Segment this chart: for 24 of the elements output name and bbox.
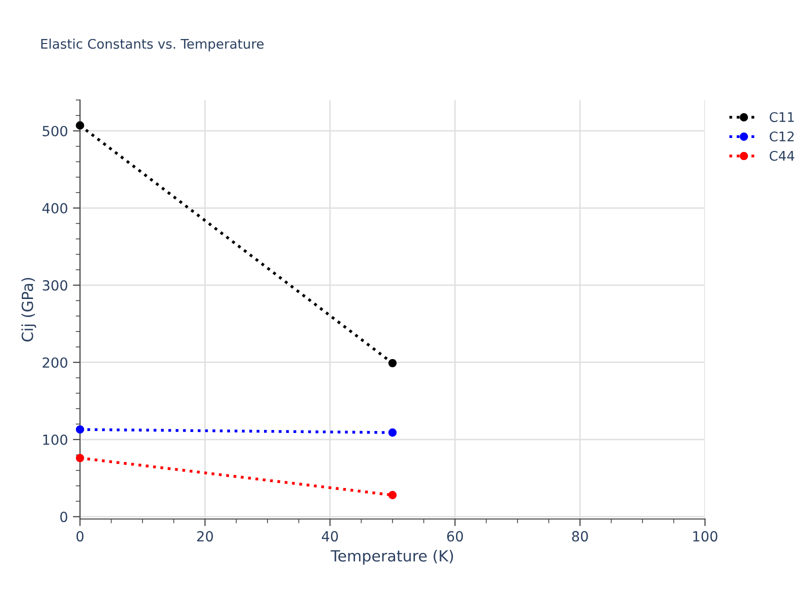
point [76,425,84,434]
x-tick-label: 40 [322,531,338,542]
legend-label: C12 [770,131,794,142]
y-tick-label: 100 [43,434,68,445]
y-axis-title: Cij (GPa) [21,278,36,342]
point [76,121,84,130]
point [388,358,397,368]
point [76,454,84,462]
point [388,490,397,500]
y-tick-label: 200 [42,357,68,368]
y-tick-label: 300 [42,280,68,291]
y-tick-label: 500 [42,126,68,136]
y-tick-label: 0 [60,512,68,522]
legend-label: C11 [770,112,794,122]
x-tick-label: 100 [693,531,718,542]
x-tick-label: 20 [197,531,213,542]
x-tick-label: 80 [572,531,588,542]
legend-label: C44 [770,150,794,161]
x-tick-label: 0 [76,531,84,542]
chart-title: Elastic Constants vs. Temperature [41,38,264,52]
y-tick-label: 400 [42,203,68,214]
x-axis-title: Temperature (K) [330,550,453,565]
x-tick-label: 60 [447,531,463,542]
point [388,428,397,437]
